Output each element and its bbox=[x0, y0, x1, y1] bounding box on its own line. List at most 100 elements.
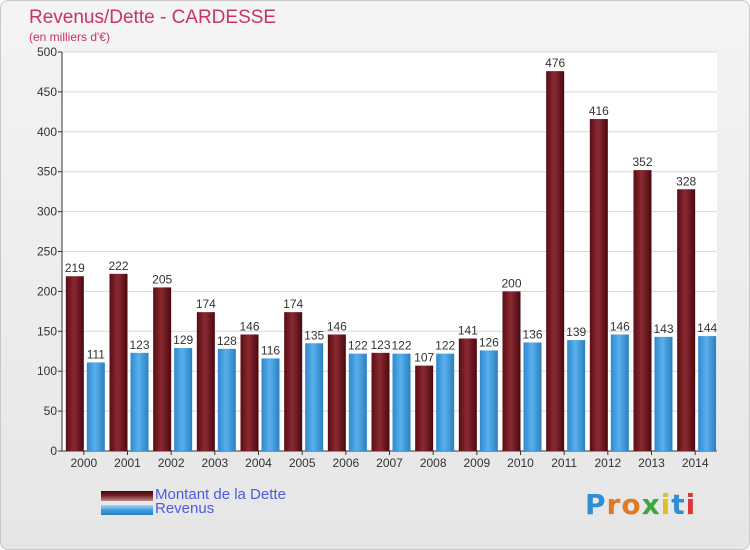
data-label-dette: 416 bbox=[589, 104, 609, 118]
logo-letter: i bbox=[685, 488, 697, 521]
x-tick-label: 2000 bbox=[70, 456, 97, 470]
bar-revenus bbox=[86, 362, 105, 451]
bar-revenus bbox=[305, 343, 324, 451]
bar-dette bbox=[284, 312, 303, 451]
bar-revenus bbox=[479, 350, 498, 451]
data-label-revenus: 136 bbox=[522, 327, 542, 341]
bar-dette bbox=[458, 338, 477, 451]
logo-letter: i bbox=[660, 488, 672, 521]
data-label-dette: 141 bbox=[458, 323, 478, 337]
bar-dette bbox=[109, 273, 128, 451]
y-tick-label: 400 bbox=[37, 125, 57, 139]
data-label-dette: 107 bbox=[414, 351, 434, 365]
y-tick-label: 350 bbox=[37, 165, 57, 179]
bar-revenus bbox=[523, 342, 542, 451]
data-label-revenus: 139 bbox=[566, 325, 586, 339]
bar-revenus bbox=[567, 340, 586, 451]
data-label-revenus: 122 bbox=[435, 339, 455, 353]
bar-revenus bbox=[174, 348, 193, 451]
x-tick-label: 2004 bbox=[245, 456, 272, 470]
data-label-dette: 205 bbox=[152, 272, 172, 286]
data-label-dette: 352 bbox=[632, 155, 652, 169]
y-tick-label: 300 bbox=[37, 205, 57, 219]
logo-letter: x bbox=[641, 488, 661, 521]
bar-dette bbox=[327, 334, 346, 451]
logo-letter: P bbox=[585, 488, 607, 521]
x-tick-label: 2011 bbox=[551, 456, 577, 470]
x-tick-label: 2005 bbox=[289, 456, 316, 470]
data-label-revenus: 128 bbox=[217, 334, 237, 348]
bar-dette bbox=[153, 287, 172, 451]
data-label-revenus: 116 bbox=[261, 343, 280, 357]
y-tick-label: 100 bbox=[37, 364, 57, 378]
bar-revenus bbox=[392, 353, 411, 451]
bar-dette bbox=[196, 312, 215, 451]
bar-dette bbox=[371, 352, 390, 451]
legend-label-dette: Montant de la Dette bbox=[155, 486, 286, 503]
legend-label-revenus: Revenus bbox=[155, 500, 215, 517]
y-tick-label: 200 bbox=[37, 284, 57, 298]
x-tick-label: 2001 bbox=[114, 456, 141, 470]
bar-revenus bbox=[348, 353, 367, 451]
data-label-revenus: 135 bbox=[304, 328, 324, 342]
bar-dette bbox=[502, 291, 521, 451]
legend-swatch-revenus bbox=[101, 505, 153, 515]
x-tick-label: 2008 bbox=[420, 456, 447, 470]
data-label-dette: 200 bbox=[501, 276, 521, 290]
x-tick-label: 2007 bbox=[376, 456, 403, 470]
x-tick-label: 2010 bbox=[507, 456, 534, 470]
bar-dette bbox=[633, 170, 652, 451]
bar-dette bbox=[546, 71, 565, 451]
bar-revenus bbox=[261, 358, 280, 451]
data-label-dette: 146 bbox=[327, 319, 347, 333]
bar-dette bbox=[65, 276, 84, 451]
y-tick-label: 500 bbox=[37, 45, 57, 59]
proxiti-logo: Proxiti bbox=[585, 488, 696, 521]
data-label-revenus: 111 bbox=[87, 347, 106, 361]
bar-revenus bbox=[436, 353, 455, 451]
bar-dette bbox=[240, 334, 259, 451]
y-tick-label: 250 bbox=[37, 245, 57, 259]
bar-dette bbox=[677, 189, 696, 452]
chart-title: Revenus/Dette - CARDESSE bbox=[29, 7, 277, 28]
data-label-dette: 222 bbox=[108, 259, 128, 273]
x-tick-label: 2009 bbox=[463, 456, 490, 470]
data-label-revenus: 143 bbox=[653, 322, 673, 336]
data-label-dette: 146 bbox=[239, 319, 259, 333]
data-label-revenus: 122 bbox=[391, 339, 411, 353]
bar-revenus bbox=[698, 336, 717, 451]
x-tick-label: 2003 bbox=[201, 456, 228, 470]
x-tick-label: 2006 bbox=[332, 456, 359, 470]
y-tick-label: 450 bbox=[37, 85, 57, 99]
chart-subtitle: (en milliers d'€) bbox=[29, 30, 110, 44]
legend-swatch-dette bbox=[101, 491, 153, 501]
bar-revenus bbox=[610, 334, 629, 451]
data-label-revenus: 123 bbox=[129, 338, 149, 352]
y-tick-label: 50 bbox=[44, 404, 58, 418]
data-label-dette: 476 bbox=[545, 56, 565, 70]
data-label-dette: 123 bbox=[370, 338, 390, 352]
data-label-revenus: 129 bbox=[173, 333, 193, 347]
bar-revenus bbox=[654, 336, 673, 451]
x-tick-label: 2002 bbox=[158, 456, 185, 470]
bar-revenus bbox=[217, 348, 236, 451]
x-tick-label: 2013 bbox=[638, 456, 665, 470]
x-tick-label: 2014 bbox=[682, 456, 709, 470]
logo-letter: o bbox=[621, 488, 642, 521]
y-tick-label: 0 bbox=[50, 444, 57, 458]
data-label-revenus: 144 bbox=[697, 321, 717, 335]
data-label-revenus: 126 bbox=[479, 335, 499, 349]
data-label-dette: 174 bbox=[283, 297, 303, 311]
data-label-dette: 328 bbox=[676, 174, 696, 188]
bar-dette bbox=[415, 365, 434, 451]
data-label-dette: 219 bbox=[65, 261, 85, 275]
data-label-revenus: 146 bbox=[610, 319, 630, 333]
bar-dette bbox=[589, 119, 608, 452]
x-tick-label: 2012 bbox=[594, 456, 621, 470]
logo-letter: t bbox=[671, 488, 686, 521]
bar-revenus bbox=[130, 352, 149, 451]
data-label-revenus: 122 bbox=[348, 339, 368, 353]
y-tick-label: 150 bbox=[37, 324, 57, 338]
